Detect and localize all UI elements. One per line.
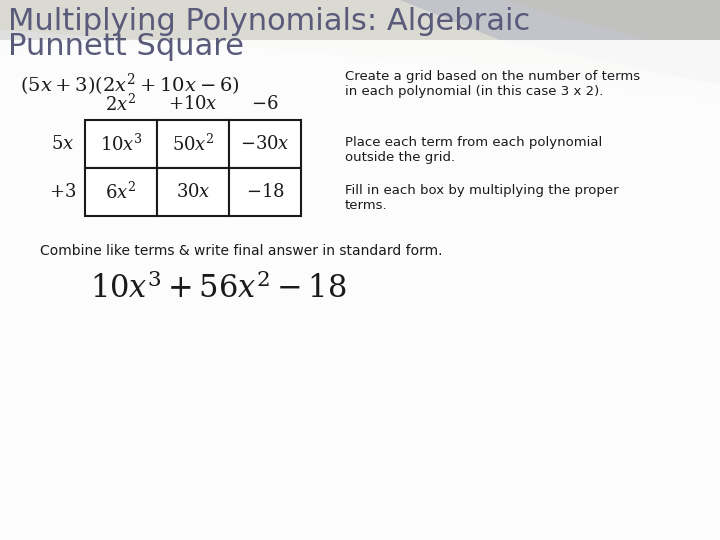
Bar [85,168,157,216]
Text: Multiplying Polynomials: Algebraic: Multiplying Polynomials: Algebraic [8,7,530,36]
Text: $-18$: $-18$ [246,183,284,201]
Bar [157,168,229,216]
Text: $2x^{2}$: $2x^{2}$ [105,93,137,114]
Text: $+3$: $+3$ [50,183,76,201]
Text: $-30x$: $-30x$ [240,135,290,153]
Bar [229,120,301,168]
Text: $6x^{2}$: $6x^{2}$ [105,181,137,202]
Polygon shape [0,0,720,100]
Text: Fill in each box by multiplying the proper
terms.: Fill in each box by multiplying the prop… [345,184,618,212]
Bar [157,120,229,168]
Text: $30x$: $30x$ [176,183,210,201]
Text: Place each term from each polynomial
outside the grid.: Place each term from each polynomial out… [345,136,602,164]
Text: Create a grid based on the number of terms
in each polynomial (in this case 3 x : Create a grid based on the number of ter… [345,70,640,98]
Text: $10x^{3}$: $10x^{3}$ [99,133,143,154]
Text: $-6$: $-6$ [251,95,279,113]
Bar [229,168,301,216]
Bar [85,120,157,168]
Text: $50x^{2}$: $50x^{2}$ [171,133,215,154]
Text: Punnett Square: Punnett Square [8,32,244,61]
Text: $(5x+3)(2x^{2}+10x-6)$: $(5x+3)(2x^{2}+10x-6)$ [20,72,240,98]
Text: $+10x$: $+10x$ [168,95,218,113]
Text: Combine like terms & write final answer in standard form.: Combine like terms & write final answer … [40,244,443,258]
Text: $10x^{3}+56x^{2}-18$: $10x^{3}+56x^{2}-18$ [90,272,346,304]
Text: $5x$: $5x$ [51,135,75,153]
Polygon shape [0,0,720,80]
Polygon shape [400,0,720,85]
